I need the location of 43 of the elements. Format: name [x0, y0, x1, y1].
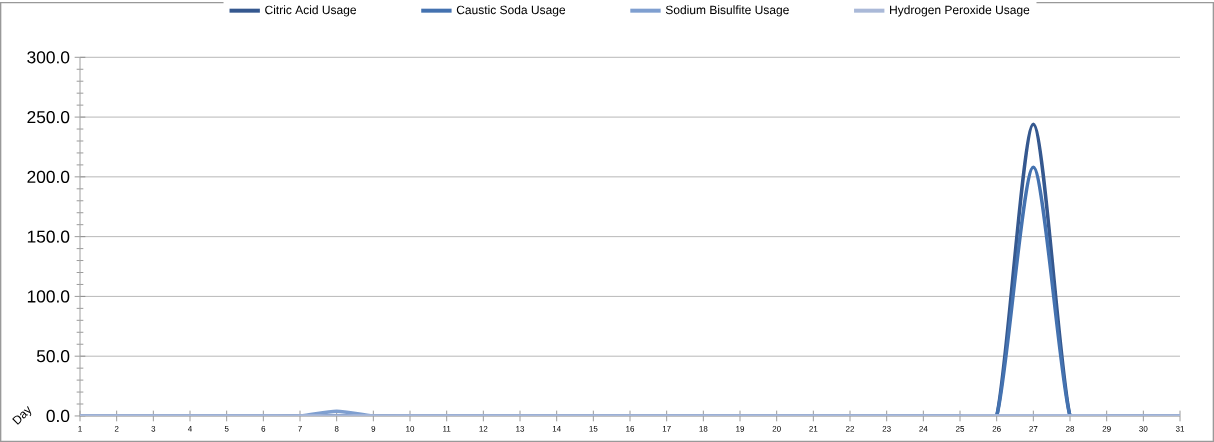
x-tick-label: 23	[882, 426, 891, 432]
y-tick-label: 300.0	[27, 51, 70, 64]
x-tick-label: 30	[1139, 426, 1148, 432]
y-tick-label: 0.0	[46, 409, 70, 423]
x-tick-label: 8	[334, 426, 339, 432]
x-tick-label: 26	[992, 426, 1001, 432]
x-tick-label: 20	[772, 426, 781, 432]
y-tick-label: 150.0	[27, 230, 70, 243]
x-tick-label: 13	[516, 426, 525, 432]
x-tick-label: 2	[114, 426, 119, 432]
x-tick-label: 14	[552, 426, 561, 432]
x-tick-label: 3	[151, 426, 156, 432]
x-tick-label: 25	[955, 426, 965, 432]
legend-label: Sodium Bisulfite Usage	[665, 5, 789, 17]
x-tick-label: 17	[662, 426, 671, 432]
x-tick-label: 15	[589, 426, 598, 432]
x-tick-label: 19	[736, 426, 745, 432]
x-tick-label: 28	[1065, 426, 1075, 432]
x-tick-label: 16	[626, 426, 635, 432]
x-axis-title: Day	[12, 406, 32, 425]
x-tick-label: 7	[298, 426, 302, 432]
x-tick-label: 31	[1175, 426, 1185, 432]
x-tick-label: 12	[479, 426, 488, 432]
x-tick-label: 6	[261, 426, 266, 432]
y-tick-label: 50.0	[36, 350, 70, 363]
y-tick-label: 250.0	[27, 110, 70, 124]
y-tick-label: 100.0	[27, 290, 70, 303]
x-tick-label: 21	[809, 426, 818, 432]
x-tick-label: 24	[919, 426, 928, 432]
x-tick-label: 22	[845, 426, 855, 432]
x-tick-label: 4	[187, 426, 192, 432]
legend-label: Citric Acid Usage	[265, 5, 357, 17]
x-tick-label: 18	[699, 426, 708, 432]
y-tick-label: 200.0	[27, 170, 70, 184]
x-tick-label: 5	[224, 426, 229, 432]
x-tick-label: 9	[371, 426, 376, 432]
legend-label: Caustic Soda Usage	[456, 5, 566, 17]
x-tick-label: 27	[1029, 426, 1038, 432]
x-tick-label: 10	[406, 426, 415, 432]
x-tick-label: 29	[1102, 426, 1111, 432]
x-tick-label: 1	[78, 426, 82, 432]
legend-label: Hydrogen Peroxide Usage	[890, 5, 1030, 17]
x-tick-label: 11	[443, 426, 451, 432]
